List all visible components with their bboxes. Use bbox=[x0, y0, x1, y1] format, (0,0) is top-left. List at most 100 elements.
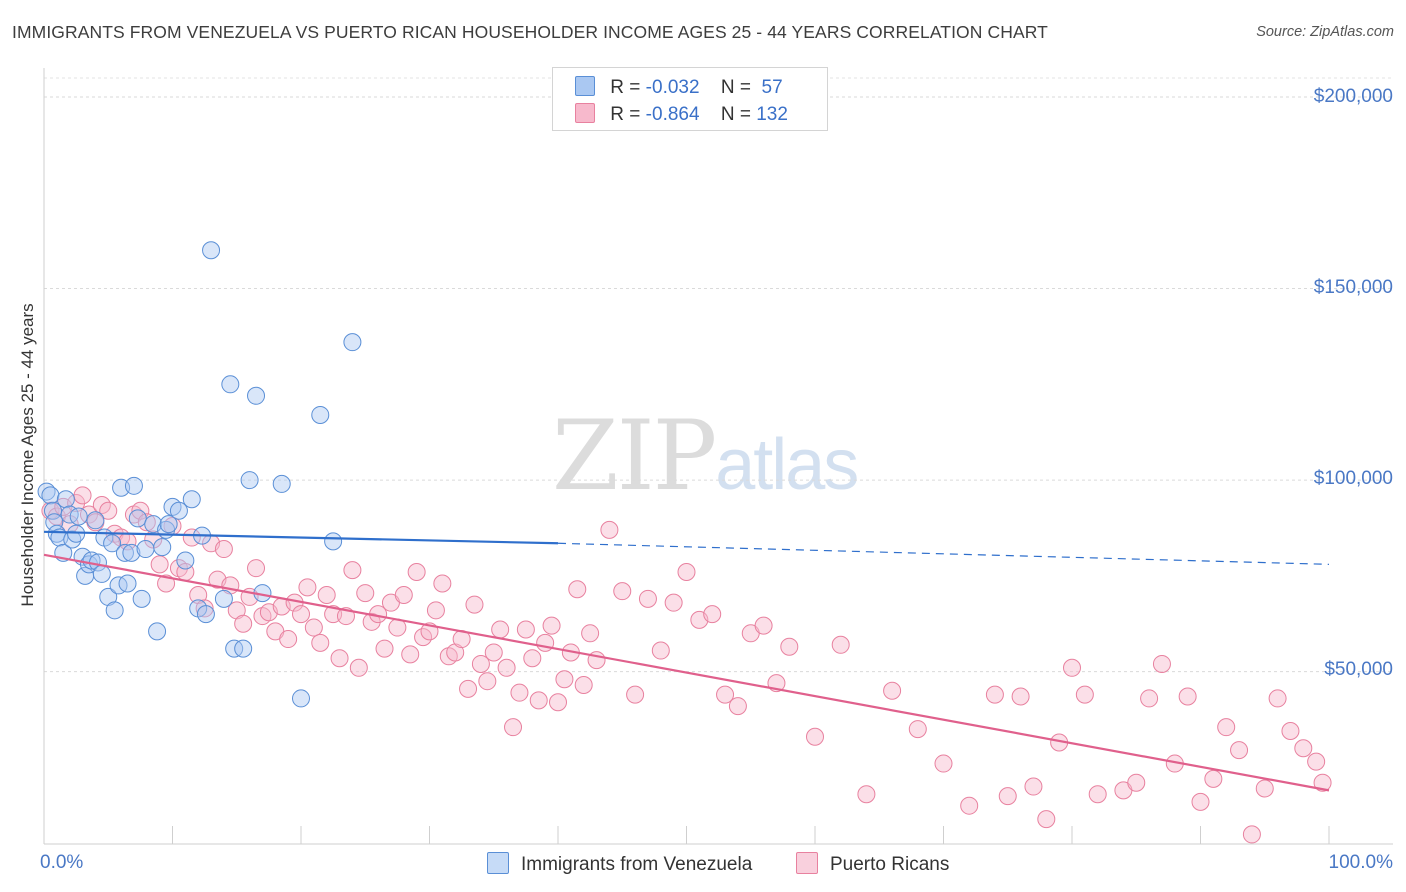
legend-r-label: R = bbox=[610, 104, 641, 125]
puerto-rican-point bbox=[626, 685, 645, 704]
bottom-legend-label-venezuela: Immigrants from Venezuela bbox=[521, 854, 753, 875]
puerto-rican-point bbox=[908, 720, 927, 739]
puerto-rican-point bbox=[780, 637, 799, 656]
venezuela-point bbox=[92, 564, 111, 583]
venezuela-point bbox=[128, 509, 147, 528]
chart-title: IMMIGRANTS FROM VENEZUELA VS PUERTO RICA… bbox=[12, 22, 1048, 42]
puerto-rican-point bbox=[754, 616, 773, 635]
venezuela-trend-extension bbox=[557, 542, 1330, 565]
puerto-rican-point bbox=[157, 574, 176, 593]
legend-row-venezuela: R = -0.032 N = 57 bbox=[575, 76, 783, 100]
puerto-rican-point bbox=[651, 641, 670, 660]
puerto-rican-point bbox=[349, 658, 368, 677]
puerto-rican-point bbox=[298, 578, 317, 597]
puerto-rican-point bbox=[1075, 685, 1094, 704]
puerto-rican-point bbox=[883, 681, 902, 700]
venezuela-point bbox=[176, 551, 195, 570]
puerto-rican-point bbox=[1140, 689, 1159, 708]
puerto-rican-point bbox=[516, 620, 535, 639]
puerto-rican-point bbox=[716, 685, 735, 704]
venezuela-point bbox=[234, 639, 253, 658]
puerto-rican-trend-line bbox=[43, 553, 1330, 792]
venezuela-point bbox=[43, 501, 62, 520]
puerto-rican-point bbox=[857, 785, 876, 804]
bottom-legend-puerto-rican: Puerto Ricans bbox=[796, 852, 949, 876]
puerto-rican-point bbox=[555, 670, 574, 689]
puerto-rican-point bbox=[471, 654, 490, 673]
venezuela-point bbox=[109, 576, 128, 595]
venezuela-point bbox=[124, 476, 143, 495]
venezuela-point bbox=[272, 474, 291, 493]
puerto-rican-point bbox=[401, 645, 420, 664]
venezuela-point bbox=[343, 333, 362, 352]
venezuela-trend-line bbox=[43, 530, 559, 545]
puerto-rican-point bbox=[1037, 810, 1056, 829]
venezuela-point bbox=[247, 386, 266, 405]
puerto-rican-point bbox=[1088, 785, 1107, 804]
y-axis-title: Householder Income Ages 25 - 44 years bbox=[18, 303, 37, 607]
puerto-rican-point bbox=[934, 754, 953, 773]
puerto-rican-point bbox=[1268, 689, 1287, 708]
puerto-rican-point bbox=[998, 787, 1017, 806]
legend-swatch-pink bbox=[575, 103, 595, 123]
watermark-zip: ZIP bbox=[552, 400, 717, 512]
puerto-rican-point bbox=[1313, 773, 1332, 792]
puerto-rican-point bbox=[831, 635, 850, 654]
puerto-rican-point bbox=[426, 601, 445, 620]
legend-n-value: 132 bbox=[756, 104, 788, 125]
puerto-rican-point bbox=[484, 643, 503, 662]
puerto-rican-point bbox=[330, 649, 349, 668]
puerto-rican-point bbox=[292, 605, 310, 624]
puerto-rican-point bbox=[137, 513, 156, 532]
venezuela-point bbox=[324, 532, 343, 551]
x-tick-label-max: 100.0% bbox=[1328, 852, 1393, 873]
puerto-rican-point bbox=[574, 676, 593, 695]
puerto-rican-point bbox=[677, 563, 696, 582]
venezuela-point bbox=[182, 490, 201, 509]
legend-n-label: N = bbox=[720, 104, 751, 125]
puerto-rican-point bbox=[433, 574, 452, 593]
puerto-rican-point bbox=[73, 486, 92, 505]
venezuela-point bbox=[196, 605, 215, 624]
venezuela-point bbox=[202, 241, 221, 260]
bottom-legend-venezuela: Immigrants from Venezuela bbox=[487, 852, 752, 876]
venezuela-point bbox=[221, 375, 240, 394]
bottom-legend-swatch-pink bbox=[796, 852, 818, 874]
puerto-rican-point bbox=[1217, 718, 1236, 737]
venezuela-point bbox=[41, 486, 60, 505]
puerto-rican-point bbox=[317, 586, 336, 604]
venezuela-point bbox=[214, 589, 233, 608]
venezuela-point bbox=[169, 501, 188, 520]
puerto-rican-point bbox=[150, 555, 169, 574]
puerto-rican-point bbox=[1281, 721, 1300, 740]
source-credit: Source: ZipAtlas.com bbox=[1256, 24, 1394, 40]
puerto-rican-point bbox=[394, 586, 413, 604]
puerto-rican-point bbox=[459, 679, 478, 698]
venezuela-point bbox=[292, 689, 310, 708]
puerto-rican-point bbox=[362, 612, 381, 631]
puerto-rican-point bbox=[504, 718, 523, 737]
puerto-rican-point bbox=[195, 599, 214, 618]
puerto-rican-point bbox=[806, 727, 824, 746]
venezuela-point bbox=[69, 507, 88, 526]
puerto-rican-point bbox=[523, 649, 542, 668]
puerto-rican-point bbox=[568, 580, 587, 599]
puerto-rican-point bbox=[1230, 741, 1249, 760]
puerto-rican-point bbox=[1152, 654, 1171, 673]
puerto-rican-point bbox=[1191, 792, 1210, 811]
venezuela-point bbox=[118, 574, 137, 593]
puerto-rican-point bbox=[703, 605, 722, 624]
zipatlas-watermark: ZIPatlas bbox=[552, 400, 859, 512]
bottom-legend-label-puerto-rican: Puerto Ricans bbox=[830, 854, 950, 875]
puerto-rican-point bbox=[728, 697, 747, 716]
puerto-rican-point bbox=[542, 616, 561, 635]
puerto-rican-point bbox=[985, 685, 1004, 704]
puerto-rican-point bbox=[1307, 752, 1326, 771]
venezuela-point bbox=[115, 543, 134, 562]
puerto-rican-point bbox=[600, 520, 619, 539]
venezuela-point bbox=[240, 471, 259, 490]
puerto-rican-point bbox=[1255, 779, 1274, 798]
venezuela-point bbox=[56, 490, 75, 509]
legend-n-value: 57 bbox=[756, 77, 783, 98]
